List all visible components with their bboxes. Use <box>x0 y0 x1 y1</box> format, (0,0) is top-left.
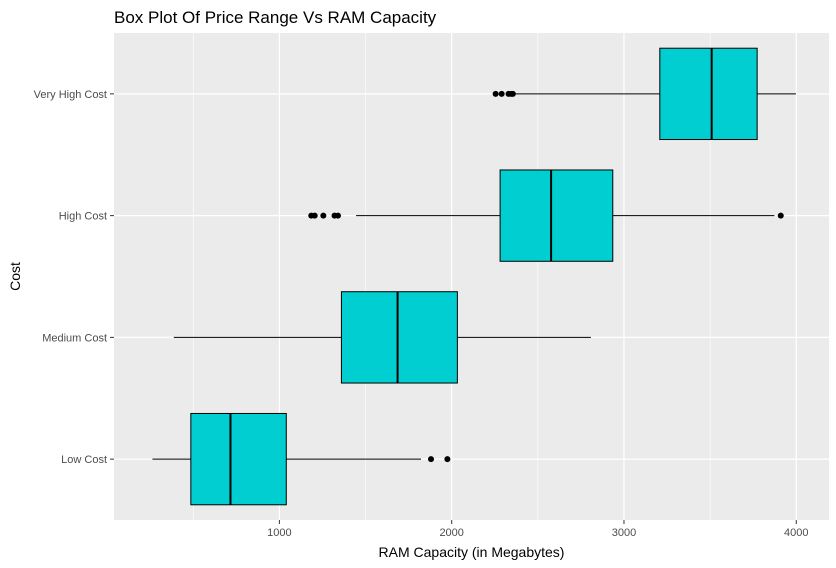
outlier-point <box>777 212 784 219</box>
outlier-point <box>498 90 505 97</box>
outlier-point <box>320 212 327 219</box>
x-tick-label: 1000 <box>267 527 291 539</box>
y-tick-label: Medium Cost <box>42 332 107 344</box>
box-high-cost <box>308 169 784 262</box>
y-tick-label: High Cost <box>59 211 107 223</box>
x-axis-title: RAM Capacity (in Megabytes) <box>379 544 565 560</box>
x-tick-label: 2000 <box>439 527 463 539</box>
x-axis: 1000 2000 3000 4000 <box>267 520 809 539</box>
iqr-box <box>340 291 458 384</box>
outlier-point <box>492 90 499 97</box>
box-layer <box>152 47 796 506</box>
chart-title: Box Plot Of Price Range Vs RAM Capacity <box>114 8 437 27</box>
x-tick-label: 3000 <box>612 527 636 539</box>
iqr-box <box>190 412 287 506</box>
outlier-point <box>509 90 516 97</box>
outlier-point <box>334 212 341 219</box>
x-tick-label: 4000 <box>784 527 808 539</box>
box-low-cost <box>152 412 451 506</box>
iqr-box <box>499 169 614 262</box>
box-medium-cost <box>173 291 591 384</box>
box-very-high-cost <box>492 47 796 141</box>
y-axis: Low Cost Medium Cost High Cost Very High Co… <box>34 89 114 466</box>
iqr-box <box>659 47 758 141</box>
y-axis-title: Cost <box>7 262 23 291</box>
outlier-point <box>444 456 451 463</box>
outlier-point <box>311 212 318 219</box>
y-tick-label: Low Cost <box>61 454 107 466</box>
outlier-point <box>428 456 435 463</box>
y-tick-label: Very High Cost <box>34 89 107 101</box>
